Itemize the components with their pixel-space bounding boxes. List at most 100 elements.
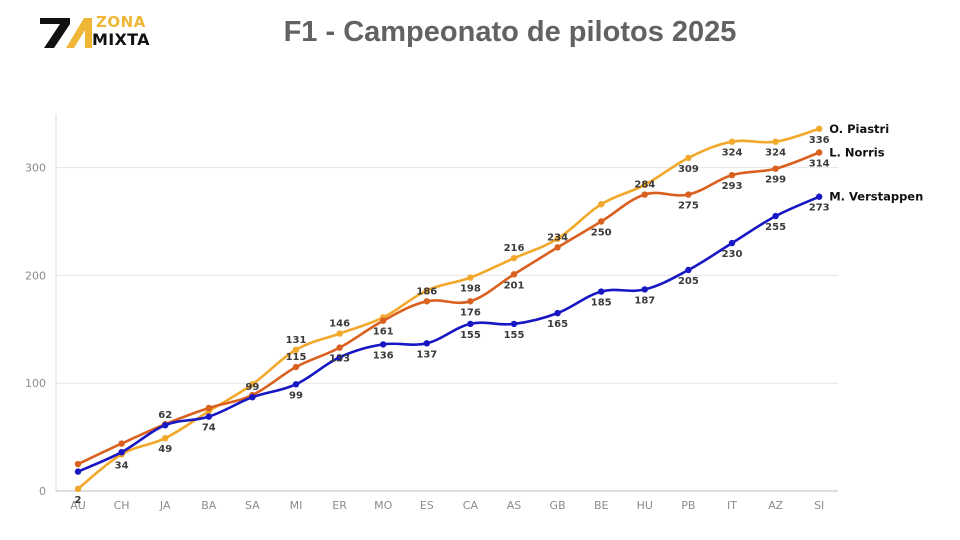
data-label: 234 xyxy=(547,232,568,243)
series-name-label: M. Verstappen xyxy=(829,190,923,204)
data-point xyxy=(380,341,387,348)
data-label: 165 xyxy=(547,319,568,330)
data-point xyxy=(728,239,736,247)
data-label: 187 xyxy=(634,295,655,306)
data-point xyxy=(554,244,561,251)
x-tick-label: CH xyxy=(114,499,130,512)
data-point xyxy=(74,460,82,468)
data-label: 293 xyxy=(722,181,743,192)
data-label: 49 xyxy=(158,444,172,455)
data-point xyxy=(249,381,256,388)
data-label: 275 xyxy=(678,201,699,212)
data-point xyxy=(641,286,648,293)
data-label: 186 xyxy=(416,286,437,297)
data-point xyxy=(510,254,518,262)
data-label: 2 xyxy=(75,495,82,506)
data-point xyxy=(598,288,605,295)
data-point xyxy=(118,440,125,447)
data-label: 136 xyxy=(373,350,394,361)
data-label: 336 xyxy=(809,135,830,146)
data-point xyxy=(772,165,779,172)
data-label: 146 xyxy=(329,319,350,330)
data-label: 131 xyxy=(286,335,307,346)
x-tick-label: ER xyxy=(332,499,347,512)
data-label: 216 xyxy=(504,243,525,254)
data-label: 176 xyxy=(460,307,481,318)
data-point xyxy=(423,340,430,347)
data-label: 230 xyxy=(722,249,743,260)
data-label: 185 xyxy=(591,298,612,309)
data-point xyxy=(423,298,430,305)
series-line-m-verstappen xyxy=(77,195,820,473)
data-point xyxy=(380,317,387,324)
x-tick-label: SI xyxy=(814,499,824,512)
data-label: 255 xyxy=(765,222,786,233)
data-point xyxy=(292,363,300,371)
data-point xyxy=(205,404,212,412)
data-label: 115 xyxy=(286,352,307,363)
y-tick-label: 0 xyxy=(39,485,46,498)
chart-title: F1 - Campeonato de pilotos 2025 xyxy=(283,16,737,48)
data-point xyxy=(336,354,343,361)
data-label: 324 xyxy=(722,148,743,159)
data-point xyxy=(162,422,169,429)
data-label: 273 xyxy=(809,203,830,214)
series-name-label: O. Piastri xyxy=(829,122,889,136)
data-point xyxy=(685,266,692,274)
data-point xyxy=(423,287,430,294)
x-tick-label: MO xyxy=(374,499,392,512)
logo-text-top: ZONA xyxy=(96,13,146,31)
x-tick-label: AZ xyxy=(768,499,784,512)
data-label: 155 xyxy=(460,330,481,341)
data-point xyxy=(598,201,605,208)
data-label: 137 xyxy=(416,349,437,360)
data-point xyxy=(685,191,692,198)
data-point xyxy=(598,218,605,225)
data-point xyxy=(554,235,561,242)
data-label: 133 xyxy=(329,354,350,365)
data-label: 62 xyxy=(158,410,172,421)
zm-logo-icon xyxy=(40,18,92,48)
x-tick-label: SA xyxy=(245,499,260,512)
data-point xyxy=(728,138,736,145)
data-label: 205 xyxy=(678,276,699,287)
data-point xyxy=(816,193,823,200)
zona-mixta-logo: ZONA MIXTA xyxy=(40,13,152,50)
y-tick-label: 200 xyxy=(25,269,46,282)
data-point xyxy=(641,191,648,198)
data-label: 74 xyxy=(202,423,216,434)
series-name-label: L. Norris xyxy=(829,146,885,160)
x-tick-label: AS xyxy=(507,499,522,512)
data-point xyxy=(685,154,692,162)
data-label: 155 xyxy=(504,330,525,341)
data-label: 201 xyxy=(504,280,525,291)
x-tick-label: HU xyxy=(637,499,653,512)
data-point xyxy=(74,485,82,493)
x-tick-label: PB xyxy=(681,499,695,512)
data-point xyxy=(336,330,343,337)
y-tick-label: 100 xyxy=(25,377,46,390)
data-label: 34 xyxy=(115,460,129,471)
data-point xyxy=(467,320,474,328)
data-label: 99 xyxy=(289,390,303,401)
data-label: 99 xyxy=(245,382,259,393)
data-point xyxy=(728,171,736,179)
data-point xyxy=(292,346,300,353)
x-tick-label: IT xyxy=(727,499,737,512)
data-point xyxy=(467,274,474,281)
data-label: 250 xyxy=(591,228,612,239)
data-point xyxy=(162,434,169,442)
data-point xyxy=(336,344,343,351)
x-tick-label: BE xyxy=(594,499,609,512)
x-tick-label: ES xyxy=(420,499,434,512)
data-label: 161 xyxy=(373,327,394,338)
data-label: 284 xyxy=(634,180,655,191)
data-point xyxy=(816,149,823,156)
data-point xyxy=(641,181,648,189)
data-point xyxy=(249,394,256,401)
data-point xyxy=(510,271,518,278)
series-line-o-piastri xyxy=(77,127,820,490)
logo-text-bottom: MIXTA xyxy=(92,30,150,49)
data-label: 324 xyxy=(765,148,786,159)
